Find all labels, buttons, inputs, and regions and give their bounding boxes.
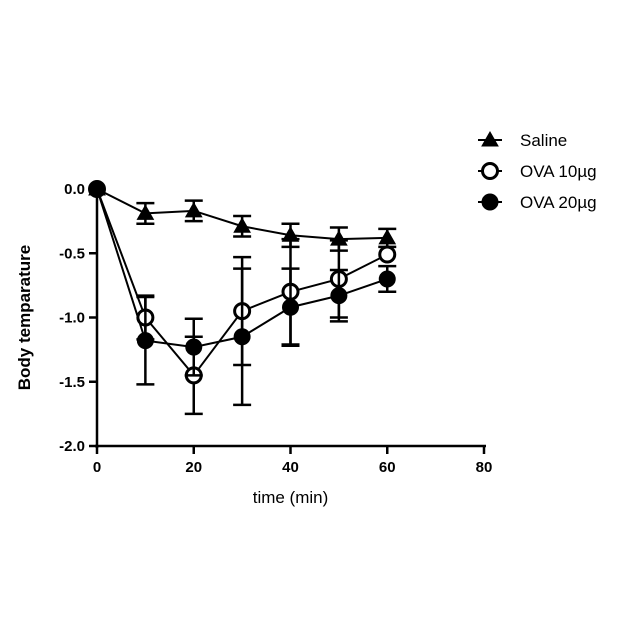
legend: Saline OVA 10µg OVA 20µg: [478, 131, 597, 212]
data-point: [283, 299, 299, 315]
y-tick-label: -2.0: [59, 438, 85, 455]
y-tick-label: -0.5: [59, 245, 85, 262]
x-tick-label: 40: [282, 459, 299, 476]
data-point: [137, 333, 153, 349]
data-point: [234, 329, 250, 345]
x-tick-label: 80: [476, 459, 493, 476]
y-tick-label: -1.0: [59, 310, 85, 327]
legend-item-1: OVA 10µg: [478, 162, 597, 181]
series-0: [89, 181, 396, 251]
data-point: [186, 203, 202, 217]
data-point: [186, 339, 202, 355]
x-axis-title: time (min): [253, 488, 329, 507]
data-point: [380, 247, 395, 262]
data-point: [331, 288, 347, 304]
legend-marker: [482, 194, 498, 210]
x-tick-label: 0: [93, 459, 101, 476]
y-tick-label: 0.0: [64, 181, 85, 198]
x-tick-label: 20: [185, 459, 202, 476]
x-tick-label: 60: [379, 459, 396, 476]
y-tick-label: -1.5: [59, 374, 85, 391]
axes: 0.0 -0.5 -1.0 -1.5 -2.0 0 20 40 60 80: [59, 181, 492, 476]
legend-label: OVA 20µg: [520, 193, 597, 212]
data-point: [89, 181, 105, 197]
y-axis-title: Body temparature: [15, 245, 34, 390]
series-layer: [89, 181, 396, 414]
data-point: [379, 271, 395, 287]
legend-label: Saline: [520, 131, 567, 150]
legend-marker: [483, 164, 498, 179]
data-point: [379, 230, 395, 244]
legend-item-0: Saline: [478, 131, 567, 150]
legend-item-2: OVA 20µg: [478, 193, 597, 212]
legend-label: OVA 10µg: [520, 162, 597, 181]
